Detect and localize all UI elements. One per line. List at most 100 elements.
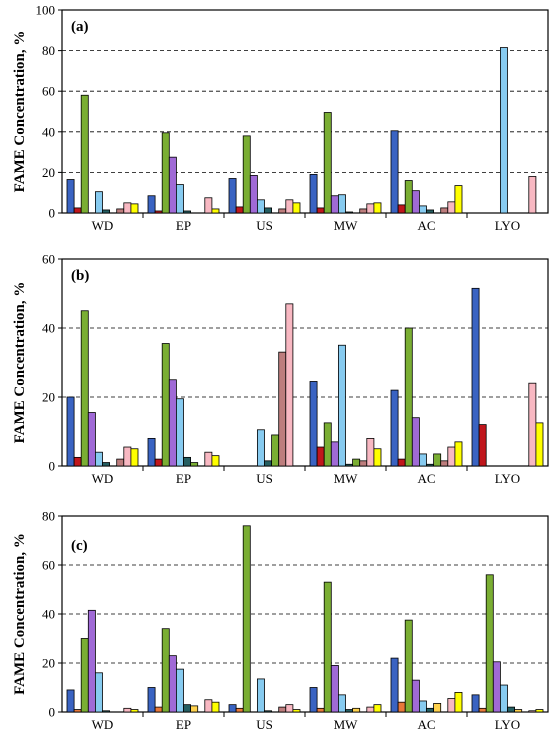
bar — [154, 210, 163, 214]
plot-area-frame — [61, 258, 549, 467]
bar — [95, 672, 103, 713]
bar — [478, 707, 487, 713]
bar — [66, 396, 75, 467]
bar — [316, 207, 325, 214]
bar — [404, 327, 413, 467]
bar — [337, 194, 346, 214]
bar — [471, 287, 480, 467]
x-category-label: MW — [334, 471, 359, 486]
bar — [390, 657, 399, 713]
bar — [264, 207, 272, 214]
bar — [345, 211, 353, 214]
bar — [73, 709, 82, 713]
bar — [485, 574, 494, 713]
bar — [80, 638, 89, 713]
bar — [183, 210, 191, 214]
bar — [366, 203, 375, 214]
bar — [130, 203, 139, 214]
y-tick-label: 20 — [42, 656, 55, 671]
bar — [285, 303, 294, 467]
x-category-label: EP — [176, 471, 191, 486]
bar — [426, 209, 434, 214]
bar — [418, 205, 427, 214]
bar — [102, 710, 110, 713]
chart-panel-3: 0 20 40 60 80 WD EP US MW AC LYO (c) FAME Concentrat… — [12, 509, 549, 732]
bar — [309, 174, 318, 214]
y-axis-label: FAME Concentration, % — [12, 533, 28, 695]
bar — [390, 389, 399, 467]
bar — [183, 704, 191, 713]
bar — [418, 700, 427, 713]
bar — [337, 344, 346, 467]
bar — [366, 437, 375, 467]
bar — [175, 184, 184, 214]
x-category-label: WD — [92, 471, 114, 486]
y-axis-label: FAME Concentration, % — [12, 31, 28, 193]
bar — [345, 709, 353, 713]
x-category-label: MW — [334, 717, 359, 732]
bar — [337, 694, 346, 713]
bar — [123, 707, 132, 713]
bar — [404, 619, 413, 713]
bar — [528, 176, 537, 214]
y-tick-label: 100 — [36, 3, 56, 18]
bar — [471, 694, 480, 713]
bar — [190, 705, 199, 713]
x-category-label: WD — [92, 218, 114, 233]
y-tick-label: 40 — [42, 321, 55, 336]
x-category-label: LYO — [495, 471, 520, 486]
bar — [242, 525, 251, 713]
bar — [80, 94, 89, 214]
bar — [323, 581, 332, 713]
x-category-label: MW — [334, 218, 359, 233]
panel-label: (c) — [71, 538, 88, 554]
bar — [278, 706, 287, 713]
bar — [426, 707, 434, 713]
bar — [411, 417, 420, 467]
bar — [161, 343, 170, 467]
x-category-label: US — [256, 218, 273, 233]
y-tick-label: 80 — [42, 43, 55, 58]
bar — [352, 707, 361, 713]
bar — [256, 199, 265, 214]
y-tick-label: 20 — [42, 390, 55, 405]
bar — [507, 706, 515, 713]
y-tick-label: 60 — [42, 558, 55, 573]
bar — [116, 208, 125, 214]
bar — [411, 190, 420, 214]
bar — [264, 460, 272, 467]
y-tick-label: 40 — [42, 124, 55, 139]
bar — [316, 446, 325, 467]
bar — [292, 202, 301, 214]
bar — [175, 668, 184, 713]
bar — [366, 706, 375, 713]
bar — [80, 310, 89, 467]
bar — [190, 462, 199, 467]
y-tick-label: 60 — [42, 84, 55, 99]
bar — [87, 609, 96, 713]
bar — [499, 47, 508, 214]
panel-label: (a) — [71, 19, 89, 35]
bar — [73, 207, 82, 214]
bar — [330, 665, 339, 713]
bar — [183, 456, 191, 467]
bar — [168, 379, 177, 467]
x-category-label: AC — [417, 717, 435, 732]
x-category-label: LYO — [495, 717, 520, 732]
bar — [102, 209, 110, 214]
bar — [440, 460, 449, 467]
bar — [440, 207, 449, 214]
bar — [154, 458, 163, 467]
bar — [211, 455, 220, 467]
x-category-label: EP — [176, 717, 191, 732]
bar — [285, 704, 294, 713]
bar — [130, 709, 139, 713]
bar — [278, 208, 287, 214]
bar — [204, 197, 213, 214]
bar — [492, 661, 501, 713]
bar — [397, 204, 406, 214]
bar — [454, 441, 463, 467]
bar — [373, 202, 382, 214]
bar — [66, 179, 75, 214]
bar — [228, 704, 237, 713]
